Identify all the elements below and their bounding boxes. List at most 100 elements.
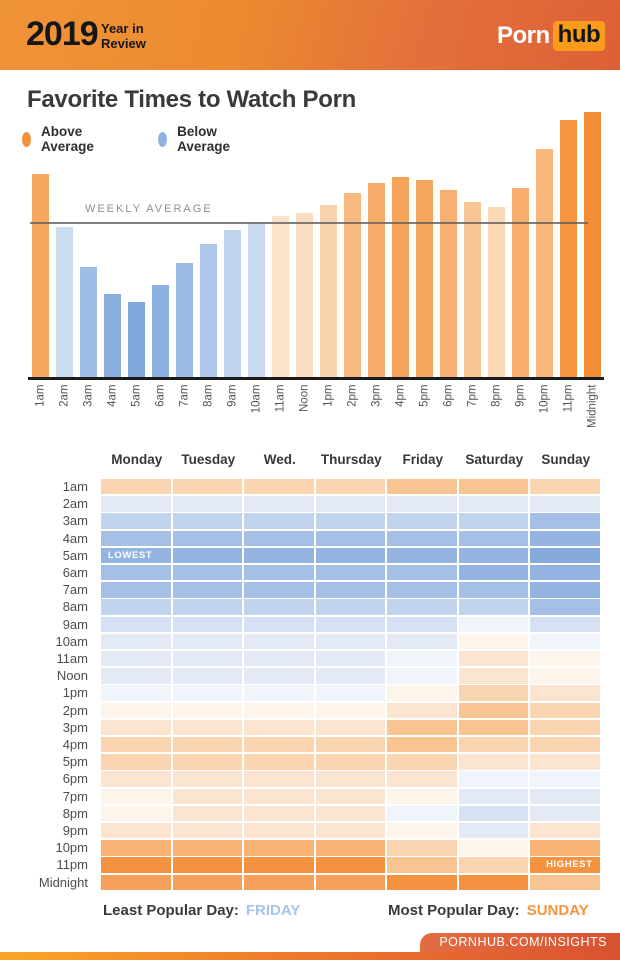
heatmap-cell-thursday-1pm [315,685,385,701]
heatmap-cell-sunday-7am [530,582,600,598]
x-label-7pm: 7pm [466,384,478,407]
hour-label-3pm: 3pm [62,719,88,735]
hour-label-3am: 3am [62,513,88,529]
heatmap-cell-saturday-noon [458,668,528,684]
bar-8pm [488,207,505,377]
heatmap-cell-friday-5am [387,547,457,564]
heatmap-cell-sunday-1am [530,479,600,495]
heatmap-cell-monday-4am [101,530,171,546]
day-header-sunday: Sunday [541,452,591,467]
x-label-11am: 11am [274,384,286,413]
bar-10pm [536,149,553,377]
heatmap-cell-saturday-7am [458,582,528,598]
bar-3pm [368,183,385,377]
heatmap-cell-tuesday-6am [172,565,242,581]
heatmap-cell-friday-10pm [387,840,457,856]
heatmap-cell-tuesday-midnight [172,874,242,890]
heatmap-cell-friday-4am [387,530,457,546]
heatmap-cell-tuesday-9am [172,616,242,632]
heatmap-cell-thursday-11pm [315,857,385,873]
hour-label-8am: 8am [62,599,88,615]
heatmap-cell-thursday-4am [315,530,385,546]
day-header-monday: Monday [111,452,163,467]
heatmap-cell-friday-9am [387,616,457,632]
heatmap-cell-wed-3am [244,513,314,529]
heatmap-cell-saturday-4am [458,530,528,546]
heatmap-cell-sunday-5am [530,547,600,564]
hour-label-noon: Noon [56,668,88,684]
bar-2pm [344,193,361,377]
heatmap-cell-monday-7pm [101,788,171,804]
weekly-average-line [30,222,588,224]
most-popular-day-value: SUNDAY [526,902,589,919]
heatmap-cell-wed-5pm [244,754,314,770]
heatmap-cell-saturday-1am [458,479,528,495]
lowest-annotation: LOWEST [108,549,153,561]
bar-6am [152,285,169,377]
x-label-2pm: 2pm [346,384,358,407]
heatmap-cell-saturday-6am [458,565,528,581]
heatmap-cell-friday-7am [387,582,457,598]
bar-4am [104,294,121,377]
heatmap-cell-thursday-5pm [315,754,385,770]
heatmap-cell-friday-6pm [387,771,457,787]
heatmap-cell-saturday-5pm [458,754,528,770]
hour-label-11am: 11am [56,651,88,666]
heatmap-cell-monday-5pm [101,754,171,770]
x-label-1pm: 1pm [322,384,334,407]
insights-link-badge[interactable]: PORNHUB.COM/INSIGHTS [420,933,620,952]
heatmap-cell-saturday-midnight [458,874,528,890]
hour-label-6pm: 6pm [62,771,88,787]
heatmap-cell-saturday-2pm [458,702,528,718]
heatmap-cell-sunday-4am [530,530,600,546]
logo-text-hub: hub [552,21,606,51]
heatmap-cell-thursday-3am [315,513,385,529]
heatmap-cell-tuesday-10pm [172,840,242,856]
heatmap-cell-wed-8pm [244,805,314,822]
heatmap-cell-wed-11am [244,651,314,667]
heatmap-cell-thursday-11am [315,651,385,667]
hour-label-6am: 6am [62,565,88,580]
heatmap-cell-tuesday-10am [172,633,242,650]
heatmap-cell-thursday-4pm [315,737,385,753]
below-average-dot-icon [158,131,168,147]
heatmap-cell-friday-10am [387,633,457,650]
heatmap-cell-thursday-midnight [315,874,385,890]
heatmap-cell-wed-7am [244,582,314,598]
heatmap-cell-thursday-3pm [315,719,385,736]
heatmap-cell-monday-2am [101,496,171,512]
x-label-9am: 9am [226,384,238,407]
heatmap-cell-thursday-6am [315,565,385,581]
heatmap-cell-wed-4am [244,530,314,546]
heatmap-cell-sunday-1pm [530,685,600,701]
heatmap-cell-monday-10pm [101,840,171,856]
heatmap-cell-sunday-10pm [530,840,600,856]
highest-annotation: HIGHEST [546,859,593,871]
hour-label-2am: 2am [62,496,88,512]
heatmap-cell-monday-9am [101,616,171,632]
heatmap-cell-friday-noon [387,668,457,684]
heatmap-cell-tuesday-1pm [172,685,242,701]
heatmap-cell-thursday-10pm [315,840,385,856]
hour-label-2pm: 2pm [62,702,88,718]
header-banner: 2019 Year in Review Porn hub [0,0,620,70]
hour-label-7am: 7am [62,582,88,598]
heatmap-cell-monday-6pm [101,771,171,787]
hour-label-8pm: 8pm [62,805,88,821]
heatmap-cell-thursday-8pm [315,805,385,822]
heatmap-cell-wed-3pm [244,719,314,736]
heatmap-cell-tuesday-6pm [172,771,242,787]
least-popular-day-stat: Least Popular Day: FRIDAY [103,902,300,919]
x-label-4am: 4am [106,384,118,407]
x-label-10am: 10am [250,384,262,414]
heatmap-cell-monday-3am [101,513,171,529]
x-label-5am: 5am [130,384,142,407]
bar-3am [80,267,97,377]
weekly-average-label: WEEKLY AVERAGE [85,203,213,215]
x-label-1am: 1am [34,384,46,407]
bar-1am [32,174,49,377]
heatmap-cell-sunday-2pm [530,702,600,718]
heatmap-cell-saturday-11pm [458,857,528,873]
year-subtitle: Year in Review [101,21,146,51]
page-title: Favorite Times to Watch Porn [27,86,356,113]
